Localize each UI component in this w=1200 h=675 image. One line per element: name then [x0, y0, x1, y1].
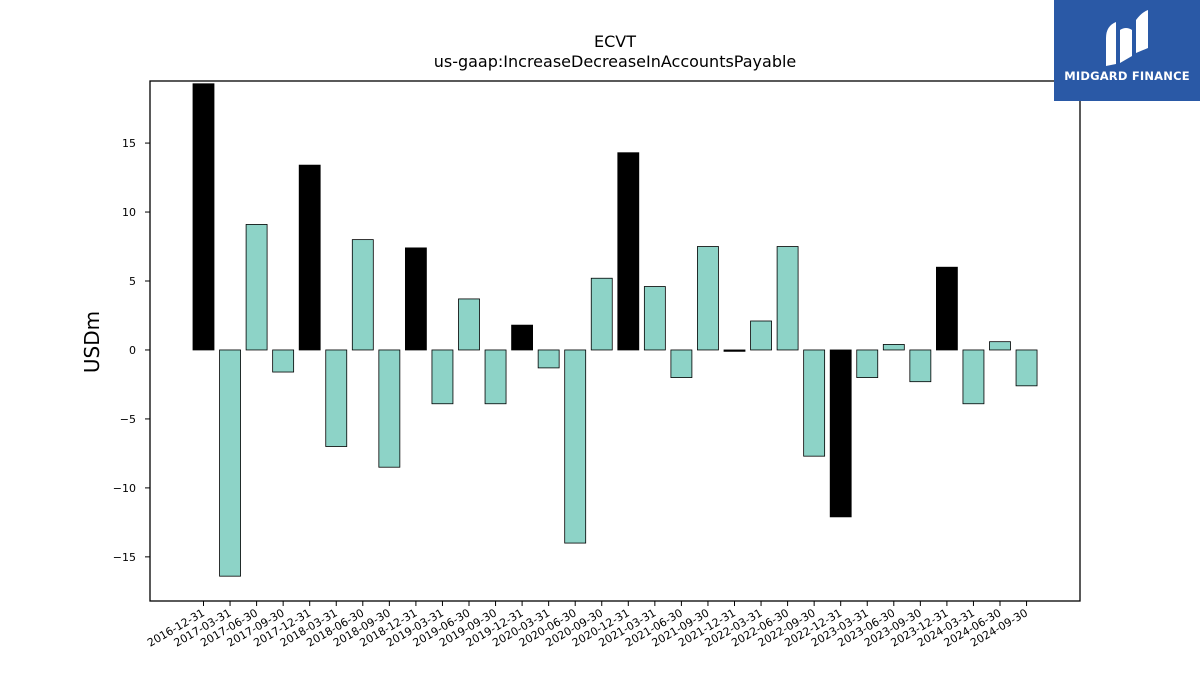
bar-2023-06-30	[882, 344, 905, 351]
bar-2018-09-30	[378, 349, 401, 468]
bar-2023-12-31	[936, 266, 958, 351]
bar-2017-03-31	[219, 349, 241, 577]
bar-2022-06-30	[776, 246, 799, 351]
bar-2022-12-31	[829, 349, 852, 518]
logo-text: MIDGARD FINANCE	[1064, 69, 1190, 83]
bar-2021-03-31	[643, 286, 666, 351]
bar-2020-12-31	[617, 152, 640, 351]
bar-2021-06-30	[670, 349, 693, 378]
bar-2020-03-31	[537, 349, 560, 369]
bar-2016-12-31	[192, 83, 215, 351]
y-tick-label: −5	[120, 413, 136, 426]
bar-2021-09-30	[697, 246, 719, 351]
bar-2017-12-31	[298, 164, 321, 351]
chart-subtitle: us-gaap:IncreaseDecreaseInAccountsPayabl…	[433, 52, 797, 71]
bar-2020-09-30	[590, 277, 613, 351]
bar-2019-03-31	[431, 349, 454, 405]
y-tick-label: 10	[122, 206, 136, 219]
plot-frame	[149, 80, 1081, 602]
bar-2021-12-31	[723, 349, 746, 352]
y-tick-label: 15	[122, 137, 136, 150]
bar-2022-09-30	[803, 349, 826, 457]
y-tick-label: 5	[129, 275, 136, 288]
y-axis: −15 −10 −5 0 5 10 15	[113, 137, 150, 564]
bar-2022-03-31	[750, 320, 772, 351]
y-tick-label: 0	[129, 344, 136, 357]
bar-2019-06-30	[458, 298, 480, 351]
bar-2024-09-30	[1015, 349, 1038, 387]
y-tick-label: −10	[113, 482, 136, 495]
y-axis-label: USDm	[80, 311, 104, 373]
bar-2023-03-31	[856, 349, 879, 378]
bar-2024-06-30	[989, 341, 1011, 351]
bar-2020-06-30	[564, 349, 587, 544]
bar-2018-06-30	[351, 239, 374, 351]
bar-2024-03-31	[962, 349, 985, 405]
bars-group	[192, 83, 1038, 577]
logo-mark-icon	[1106, 10, 1148, 66]
bar-2023-09-30	[909, 349, 932, 383]
bar-2019-09-30	[484, 349, 507, 405]
x-axis: 2016-12-312017-03-312017-06-302017-09-30…	[145, 601, 1030, 650]
y-tick-label: −15	[113, 551, 136, 564]
bar-2019-12-31	[511, 324, 534, 351]
chart-title: ECVT	[594, 32, 636, 51]
bar-2017-09-30	[272, 349, 295, 373]
midgard-finance-logo: MIDGARD FINANCE	[1054, 0, 1200, 101]
bar-2018-03-31	[325, 349, 348, 447]
bar-2017-06-30	[245, 224, 268, 351]
bar-2018-12-31	[404, 247, 427, 351]
